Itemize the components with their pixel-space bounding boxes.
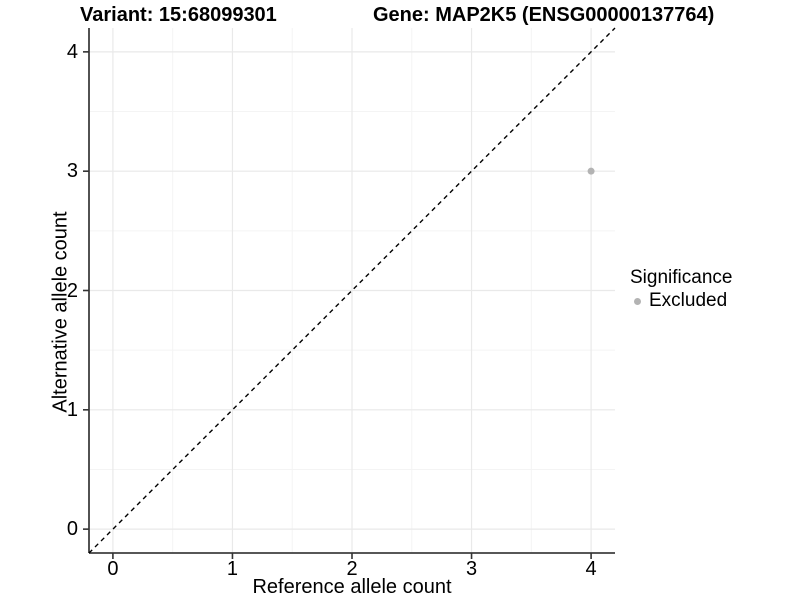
- legend-item-label: Excluded: [649, 290, 728, 311]
- x-axis-title: Reference allele count: [252, 576, 452, 598]
- legend-marker-circle-icon: [634, 297, 641, 305]
- y-axis-title: Alternative allele count: [49, 211, 72, 413]
- legend-title: Significance: [630, 267, 733, 288]
- data-point: [587, 167, 595, 175]
- legend-item-excluded: Excluded: [630, 290, 732, 311]
- legend: Significance Excluded: [630, 267, 732, 311]
- plot-title-variant: Variant: 15:68099301: [80, 4, 277, 26]
- plot-title-gene: Gene: MAP2K5 (ENSG00000137764): [373, 4, 715, 26]
